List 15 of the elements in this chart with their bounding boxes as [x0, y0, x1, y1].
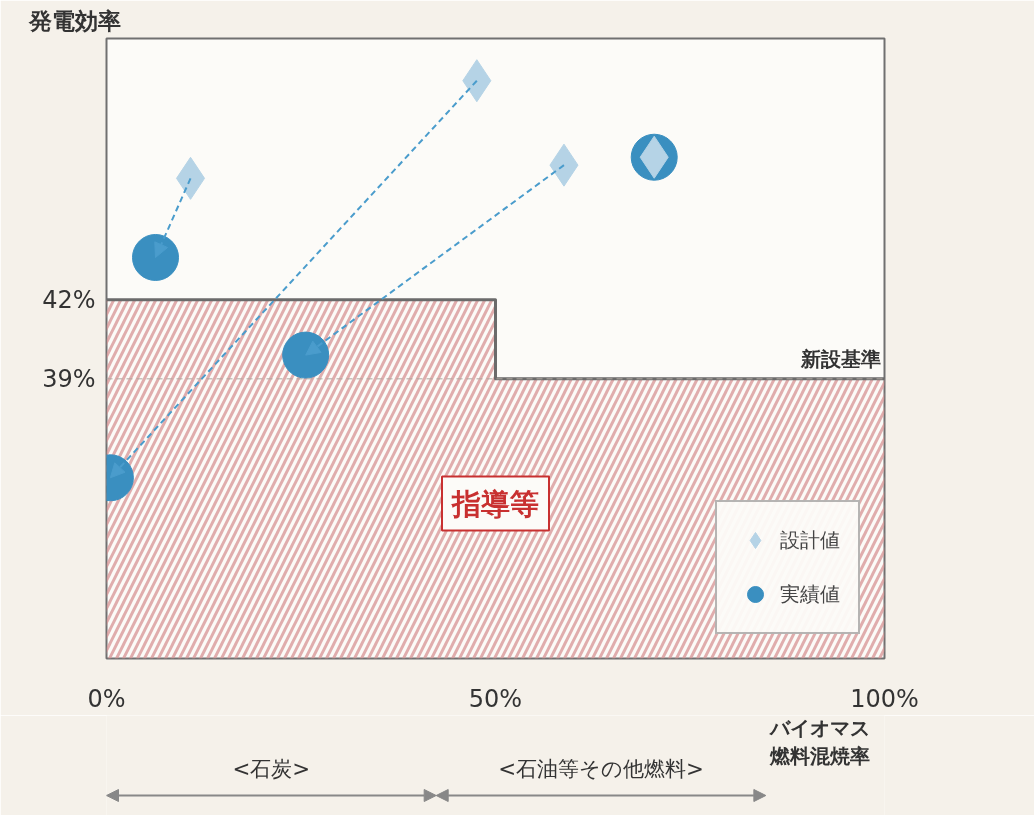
- legend-label: 実績値: [780, 580, 840, 608]
- point: [282, 331, 330, 379]
- series-label: 新設基準: [799, 346, 881, 371]
- text: <石油等その他燃料>: [498, 755, 704, 781]
- y-tick-label: 39%: [42, 364, 96, 393]
- x-axis-title: バイオマス燃料混焼率: [768, 715, 870, 769]
- x-tick-label: 100%: [850, 684, 919, 713]
- text: <石炭>: [232, 755, 311, 781]
- x-tick-label: 50%: [468, 684, 523, 713]
- y-axis-title: 発電効率: [27, 7, 121, 34]
- point: [132, 234, 180, 281]
- legend-label: 設計値: [780, 526, 840, 554]
- annotation: 指導等: [451, 486, 539, 521]
- x-tick-label: 0%: [87, 684, 126, 713]
- y-tick-label: 42%: [42, 285, 96, 314]
